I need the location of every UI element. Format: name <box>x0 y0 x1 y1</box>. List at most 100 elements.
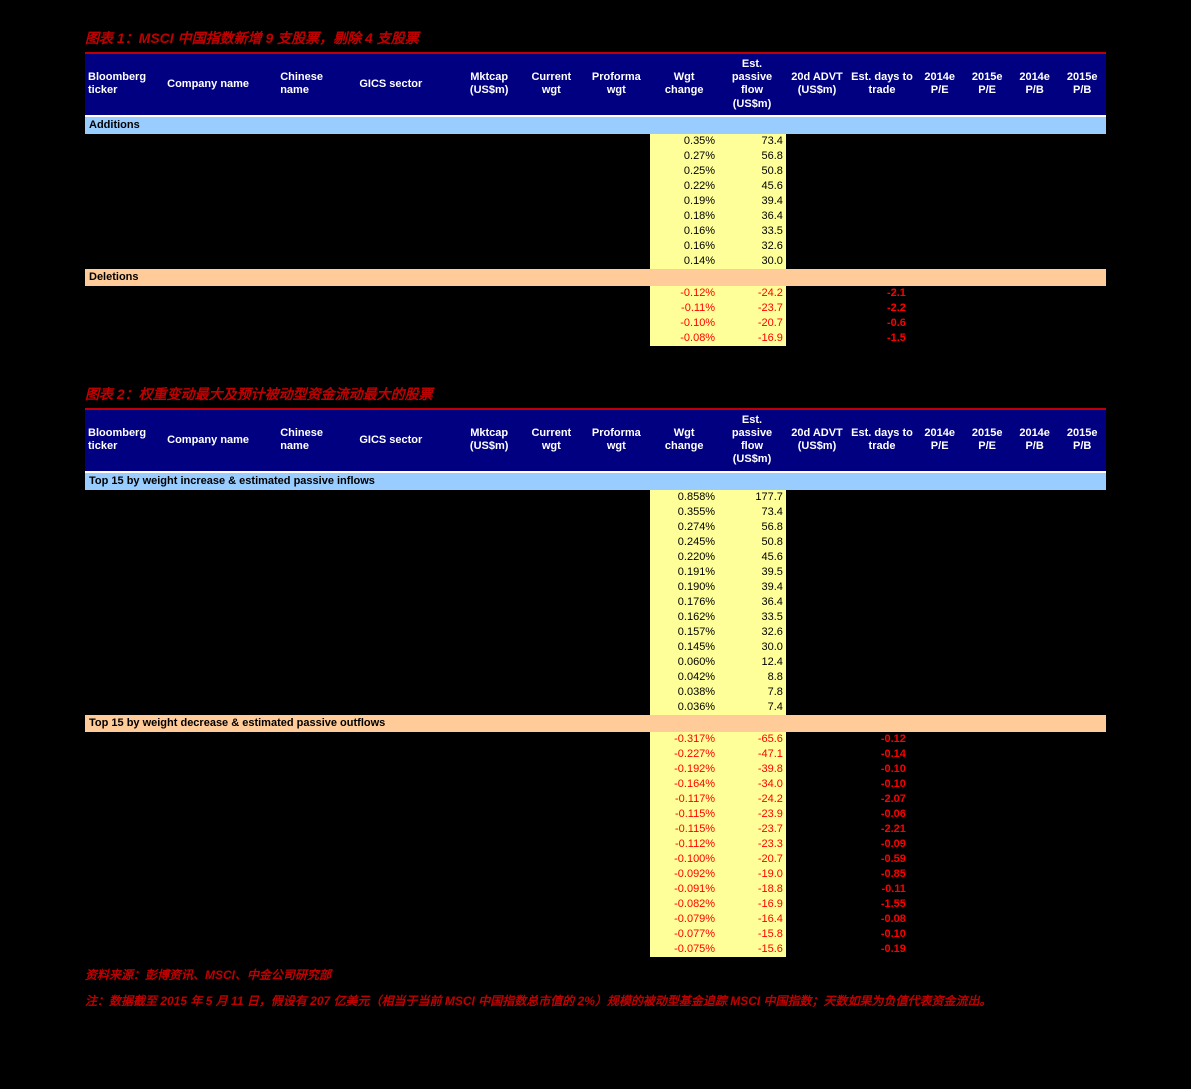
table-cell <box>520 490 582 505</box>
table-cell <box>356 209 458 224</box>
table-cell <box>916 179 963 194</box>
table-row: -0.082%-16.9 -1.55 <box>85 897 1106 912</box>
table-row: 0.145%30.0 <box>85 640 1106 655</box>
table-cell <box>1058 149 1106 164</box>
table-cell: 32.6 <box>718 239 786 254</box>
table-cell <box>963 595 1010 610</box>
table-cell <box>786 792 848 807</box>
table-cell <box>85 595 164 610</box>
table-cell <box>916 331 963 346</box>
table-row: 0.190%39.4 <box>85 580 1106 595</box>
table-cell <box>85 942 164 957</box>
table-row: 0.157%32.6 <box>85 625 1106 640</box>
table-cell <box>356 852 458 867</box>
table-row: 0.038%7.8 <box>85 685 1106 700</box>
table-cell <box>164 807 277 822</box>
table-cell <box>848 640 916 655</box>
table-cell <box>520 580 582 595</box>
table-cell <box>848 209 916 224</box>
table-cell: 8.8 <box>718 670 786 685</box>
table-cell <box>85 194 164 209</box>
table-cell <box>164 134 277 149</box>
table-cell <box>963 301 1010 316</box>
table-cell <box>582 807 650 822</box>
table-cell <box>520 852 582 867</box>
table-cell: -0.11 <box>848 882 916 897</box>
table-cell <box>848 254 916 269</box>
table-cell <box>582 179 650 194</box>
table-cell <box>848 550 916 565</box>
table-cell <box>277 927 356 942</box>
table-cell <box>356 179 458 194</box>
table-cell <box>458 670 520 685</box>
table-cell: 33.5 <box>718 224 786 239</box>
table-cell <box>582 882 650 897</box>
column-header: Proforma wgt <box>582 54 650 116</box>
table-cell <box>582 520 650 535</box>
table-cell <box>963 942 1010 957</box>
table-cell <box>848 580 916 595</box>
table-cell: 0.27% <box>650 149 718 164</box>
table-cell <box>277 792 356 807</box>
table-cell <box>85 550 164 565</box>
column-header: 2014e P/B <box>1011 54 1058 116</box>
table-cell: -23.3 <box>718 837 786 852</box>
table-cell: 0.176% <box>650 595 718 610</box>
table-cell <box>520 685 582 700</box>
table-cell <box>848 655 916 670</box>
column-header: Bloomberg ticker <box>85 54 164 116</box>
table-cell <box>85 254 164 269</box>
table-cell <box>786 164 848 179</box>
table-cell <box>520 927 582 942</box>
table-cell <box>582 837 650 852</box>
table-cell <box>582 194 650 209</box>
table-cell <box>963 535 1010 550</box>
table-cell <box>277 179 356 194</box>
table-cell: -0.100% <box>650 852 718 867</box>
table-cell <box>164 535 277 550</box>
table-cell <box>356 301 458 316</box>
table-cell <box>277 550 356 565</box>
table-cell <box>1011 224 1058 239</box>
table-cell <box>85 685 164 700</box>
table-row: 0.036%7.4 <box>85 700 1106 715</box>
table-cell <box>786 224 848 239</box>
table-cell <box>458 822 520 837</box>
table-cell <box>164 254 277 269</box>
table-row: 0.18%36.4 <box>85 209 1106 224</box>
table-cell <box>1011 807 1058 822</box>
table-cell <box>85 882 164 897</box>
table-cell <box>458 747 520 762</box>
table-cell <box>164 490 277 505</box>
table-cell: -0.082% <box>650 897 718 912</box>
table-row: -0.112%-23.3 -0.09 <box>85 837 1106 852</box>
table-cell <box>1011 852 1058 867</box>
table-cell <box>356 134 458 149</box>
table-cell <box>1058 882 1106 897</box>
column-header: Current wgt <box>520 54 582 116</box>
table-cell: 50.8 <box>718 164 786 179</box>
section-row: Top 15 by weight decrease & estimated pa… <box>85 715 1106 732</box>
table-cell <box>1058 777 1106 792</box>
table-cell <box>916 301 963 316</box>
table-cell <box>458 254 520 269</box>
table-cell <box>1011 867 1058 882</box>
table-cell <box>164 179 277 194</box>
table-cell <box>1058 179 1106 194</box>
table-cell <box>582 301 650 316</box>
table-cell <box>458 732 520 747</box>
table-cell <box>85 580 164 595</box>
table-cell <box>277 316 356 331</box>
table-cell <box>458 164 520 179</box>
table-cell <box>848 179 916 194</box>
table-cell <box>786 565 848 580</box>
table-cell <box>916 837 963 852</box>
table-row: -0.164%-34.0 -0.10 <box>85 777 1106 792</box>
table-cell <box>277 822 356 837</box>
table-cell <box>582 550 650 565</box>
table-cell <box>786 520 848 535</box>
table-cell <box>786 316 848 331</box>
table-cell <box>963 670 1010 685</box>
table-cell: -1.55 <box>848 897 916 912</box>
table-cell: 0.19% <box>650 194 718 209</box>
